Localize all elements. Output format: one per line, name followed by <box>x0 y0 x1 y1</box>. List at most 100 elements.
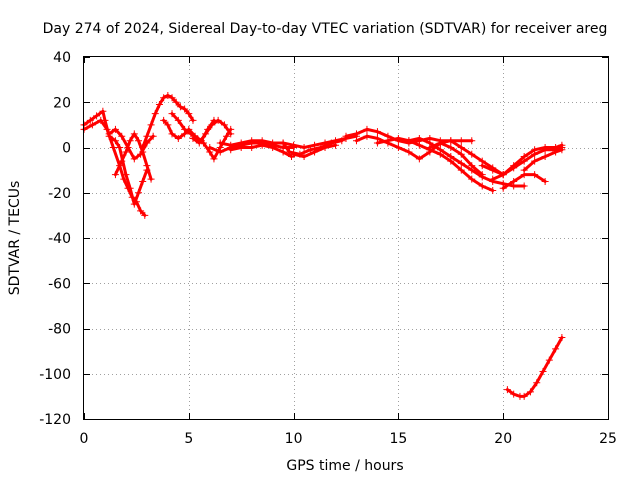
data-point <box>478 182 486 190</box>
data-point <box>132 198 140 206</box>
data-point <box>134 137 142 145</box>
x-tick-label: 5 <box>184 431 193 447</box>
data-point <box>202 130 210 138</box>
data-point <box>533 379 541 387</box>
data-point <box>139 177 147 185</box>
data-point <box>373 139 381 147</box>
y-tick-label: 0 <box>62 141 71 157</box>
data-point <box>306 146 314 154</box>
data-point <box>447 153 455 161</box>
y-tick-label: -120 <box>39 412 71 428</box>
plot-frame <box>83 56 609 420</box>
data-point <box>541 153 549 161</box>
data-point <box>531 157 539 165</box>
data-point <box>116 144 124 151</box>
data-point <box>137 207 145 215</box>
data-point <box>300 153 308 161</box>
data-point <box>436 139 444 147</box>
data-point <box>105 130 113 138</box>
data-point <box>279 139 287 147</box>
data-point <box>373 128 381 136</box>
x-tick-label: 0 <box>80 431 89 447</box>
data-point <box>109 144 117 151</box>
series-trace <box>407 136 526 188</box>
data-point <box>174 134 182 142</box>
data-point <box>285 148 293 156</box>
data-point <box>520 166 528 174</box>
data-point <box>447 137 455 145</box>
data-point <box>321 144 329 151</box>
series-early-2 <box>80 116 149 219</box>
data-point <box>269 144 277 151</box>
data-point <box>130 130 138 138</box>
data-point <box>552 148 560 156</box>
data-point <box>128 193 136 201</box>
data-point <box>124 184 132 192</box>
data-point <box>539 367 547 375</box>
data-point <box>111 125 119 133</box>
data-point <box>489 166 497 174</box>
data-point <box>338 137 346 145</box>
data-point <box>478 173 486 181</box>
data-point <box>120 175 128 183</box>
data-point <box>172 98 180 106</box>
data-point <box>176 103 184 111</box>
series-trace <box>82 109 149 206</box>
data-point <box>541 177 549 185</box>
x-tick-label: 10 <box>285 431 303 447</box>
data-layer <box>80 91 566 400</box>
series-end-1 <box>478 144 566 179</box>
data-point <box>124 144 132 151</box>
y-tick-label: -60 <box>48 276 71 292</box>
data-point <box>103 125 111 133</box>
data-point <box>216 139 224 147</box>
data-point <box>415 134 423 142</box>
data-point <box>384 137 392 145</box>
data-point <box>164 121 172 129</box>
data-point <box>311 148 319 156</box>
series-peak <box>139 91 197 151</box>
data-point <box>489 186 497 194</box>
x-tick-labels: 0 5 10 15 20 25 <box>80 431 617 447</box>
y-tick-label: 40 <box>53 50 71 66</box>
data-point <box>520 392 528 400</box>
series-end-4 <box>520 146 566 174</box>
data-point <box>258 141 266 149</box>
y-tick-label: -20 <box>48 186 71 202</box>
data-point <box>503 386 511 394</box>
data-point <box>352 137 360 145</box>
data-point <box>468 175 476 183</box>
series-early-4 <box>105 125 157 163</box>
data-point <box>139 144 147 151</box>
data-point <box>526 388 534 396</box>
data-point <box>147 175 155 183</box>
data-point <box>111 171 119 179</box>
data-point <box>111 137 119 145</box>
data-point <box>363 132 371 140</box>
data-point <box>405 148 413 156</box>
data-point <box>227 146 235 154</box>
data-point <box>545 356 553 364</box>
data-point <box>489 175 497 183</box>
data-point <box>300 144 308 151</box>
data-point <box>88 121 96 129</box>
data-point <box>160 116 168 124</box>
data-point <box>394 144 402 151</box>
data-point <box>220 121 228 129</box>
data-point <box>168 110 176 118</box>
data-point <box>342 132 350 140</box>
data-point <box>216 148 224 156</box>
series-post-peak-3 <box>189 116 235 147</box>
data-point <box>149 132 157 140</box>
data-point <box>352 130 360 138</box>
data-point <box>436 146 444 154</box>
data-point <box>141 211 149 219</box>
series-trace <box>107 127 155 161</box>
data-point <box>520 182 528 190</box>
data-point <box>93 112 101 120</box>
data-point <box>168 130 176 138</box>
data-point <box>290 141 298 149</box>
data-point <box>531 146 539 154</box>
data-point <box>227 130 235 138</box>
